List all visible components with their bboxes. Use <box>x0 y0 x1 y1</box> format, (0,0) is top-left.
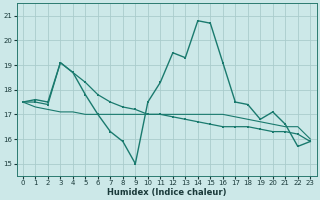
X-axis label: Humidex (Indice chaleur): Humidex (Indice chaleur) <box>107 188 226 197</box>
